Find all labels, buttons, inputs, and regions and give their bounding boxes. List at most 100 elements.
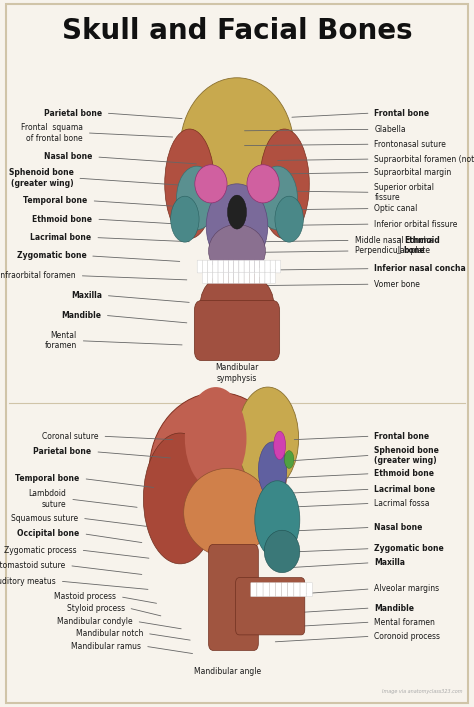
FancyBboxPatch shape: [255, 260, 260, 273]
Text: Ethmoid
bone: Ethmoid bone: [404, 235, 439, 255]
Ellipse shape: [264, 530, 300, 573]
FancyBboxPatch shape: [265, 260, 270, 273]
Ellipse shape: [185, 387, 246, 489]
Text: Lambdoid
suture: Lambdoid suture: [28, 489, 66, 509]
FancyBboxPatch shape: [265, 272, 270, 284]
Text: Skull and Facial Bones: Skull and Facial Bones: [62, 17, 412, 45]
Text: Optic canal: Optic canal: [374, 204, 418, 213]
FancyBboxPatch shape: [270, 260, 275, 273]
Text: Occipital bone: Occipital bone: [18, 530, 80, 538]
FancyBboxPatch shape: [251, 583, 257, 597]
Ellipse shape: [259, 129, 309, 239]
Text: Frontal  squama
of frontal bone: Frontal squama of frontal bone: [21, 123, 83, 143]
FancyBboxPatch shape: [234, 260, 239, 273]
Ellipse shape: [257, 166, 297, 230]
Text: Mandibular angle: Mandibular angle: [194, 667, 261, 676]
Text: Frontal bone: Frontal bone: [374, 432, 429, 440]
FancyBboxPatch shape: [249, 260, 255, 273]
Text: Mandibular notch: Mandibular notch: [76, 629, 143, 638]
Text: Maxilla: Maxilla: [71, 291, 102, 300]
Text: Nasal bone: Nasal bone: [374, 523, 423, 532]
Ellipse shape: [200, 270, 274, 338]
FancyBboxPatch shape: [275, 583, 282, 597]
Text: Mandible: Mandible: [374, 604, 414, 612]
Text: Supraorbital margin: Supraorbital margin: [374, 168, 452, 177]
Text: External auditory meatus: External auditory meatus: [0, 577, 56, 585]
Text: Lacrimal bone: Lacrimal bone: [30, 233, 91, 242]
FancyBboxPatch shape: [239, 260, 244, 273]
FancyBboxPatch shape: [260, 260, 265, 273]
FancyBboxPatch shape: [209, 544, 258, 650]
Text: Perpendicular plate: Perpendicular plate: [355, 247, 429, 255]
Text: Squamous suture: Squamous suture: [11, 514, 78, 522]
FancyBboxPatch shape: [213, 260, 218, 273]
FancyBboxPatch shape: [294, 583, 300, 597]
Ellipse shape: [247, 165, 279, 203]
FancyBboxPatch shape: [228, 260, 234, 273]
FancyBboxPatch shape: [288, 583, 294, 597]
Text: Mandible: Mandible: [61, 311, 101, 320]
Text: Inferior nasal concha: Inferior nasal concha: [374, 264, 466, 273]
Text: Inferior orbital fissure: Inferior orbital fissure: [374, 220, 458, 228]
Ellipse shape: [275, 196, 303, 242]
Ellipse shape: [228, 195, 246, 229]
Ellipse shape: [171, 196, 199, 242]
FancyBboxPatch shape: [223, 272, 228, 284]
FancyBboxPatch shape: [257, 583, 263, 597]
FancyBboxPatch shape: [270, 272, 275, 284]
FancyBboxPatch shape: [244, 272, 249, 284]
FancyBboxPatch shape: [282, 583, 288, 597]
FancyBboxPatch shape: [263, 583, 269, 597]
Text: Lacrimal bone: Lacrimal bone: [374, 485, 436, 493]
Text: Parietal bone: Parietal bone: [33, 448, 91, 456]
FancyBboxPatch shape: [234, 272, 239, 284]
Text: Temporal bone: Temporal bone: [23, 197, 88, 205]
Text: Mandibular ramus: Mandibular ramus: [71, 642, 141, 650]
Ellipse shape: [149, 392, 287, 548]
Text: Parietal bone: Parietal bone: [44, 109, 102, 117]
Ellipse shape: [237, 387, 299, 489]
FancyBboxPatch shape: [223, 260, 228, 273]
Text: Alveolar margins: Alveolar margins: [374, 585, 439, 593]
Text: Supraorbital foramen (notch): Supraorbital foramen (notch): [374, 155, 474, 163]
Text: Vomer bone: Vomer bone: [374, 280, 420, 288]
Ellipse shape: [284, 451, 294, 469]
FancyBboxPatch shape: [218, 272, 223, 284]
Text: Sphenoid bone
(greater wing): Sphenoid bone (greater wing): [374, 445, 439, 465]
Ellipse shape: [143, 433, 217, 564]
Text: Middle nasal concha: Middle nasal concha: [355, 236, 433, 245]
Ellipse shape: [206, 184, 268, 269]
FancyBboxPatch shape: [239, 272, 244, 284]
FancyBboxPatch shape: [202, 260, 208, 273]
FancyBboxPatch shape: [244, 260, 249, 273]
Text: Lacrimal fossa: Lacrimal fossa: [374, 499, 430, 508]
Text: Sphenoid bone
(greater wing): Sphenoid bone (greater wing): [9, 168, 73, 188]
Ellipse shape: [176, 166, 217, 230]
FancyBboxPatch shape: [197, 260, 202, 273]
Text: Mental foramen: Mental foramen: [374, 618, 435, 626]
FancyBboxPatch shape: [275, 260, 281, 273]
Text: Frontal bone: Frontal bone: [374, 109, 429, 117]
Ellipse shape: [195, 165, 227, 203]
Text: Zygomatic process: Zygomatic process: [4, 546, 77, 554]
Ellipse shape: [180, 78, 294, 219]
Text: Mastoid process: Mastoid process: [54, 592, 116, 601]
FancyBboxPatch shape: [269, 583, 275, 597]
Ellipse shape: [165, 129, 214, 239]
Text: Coronal suture: Coronal suture: [42, 432, 99, 440]
FancyBboxPatch shape: [208, 260, 213, 273]
Text: Frontonasal suture: Frontonasal suture: [374, 140, 447, 148]
Text: Zygomatic bone: Zygomatic bone: [374, 544, 444, 553]
FancyBboxPatch shape: [194, 300, 280, 361]
Text: Occipitomastoid suture: Occipitomastoid suture: [0, 561, 65, 570]
FancyBboxPatch shape: [208, 272, 213, 284]
FancyBboxPatch shape: [218, 260, 223, 273]
FancyBboxPatch shape: [202, 272, 208, 284]
FancyBboxPatch shape: [260, 272, 265, 284]
Ellipse shape: [273, 431, 285, 460]
Text: Coronoid process: Coronoid process: [374, 632, 440, 641]
Ellipse shape: [183, 468, 271, 557]
Text: Ethmoid bone: Ethmoid bone: [374, 469, 435, 478]
Text: Glabella: Glabella: [374, 125, 406, 134]
Text: Image via anatomyclass323.com: Image via anatomyclass323.com: [382, 689, 462, 694]
